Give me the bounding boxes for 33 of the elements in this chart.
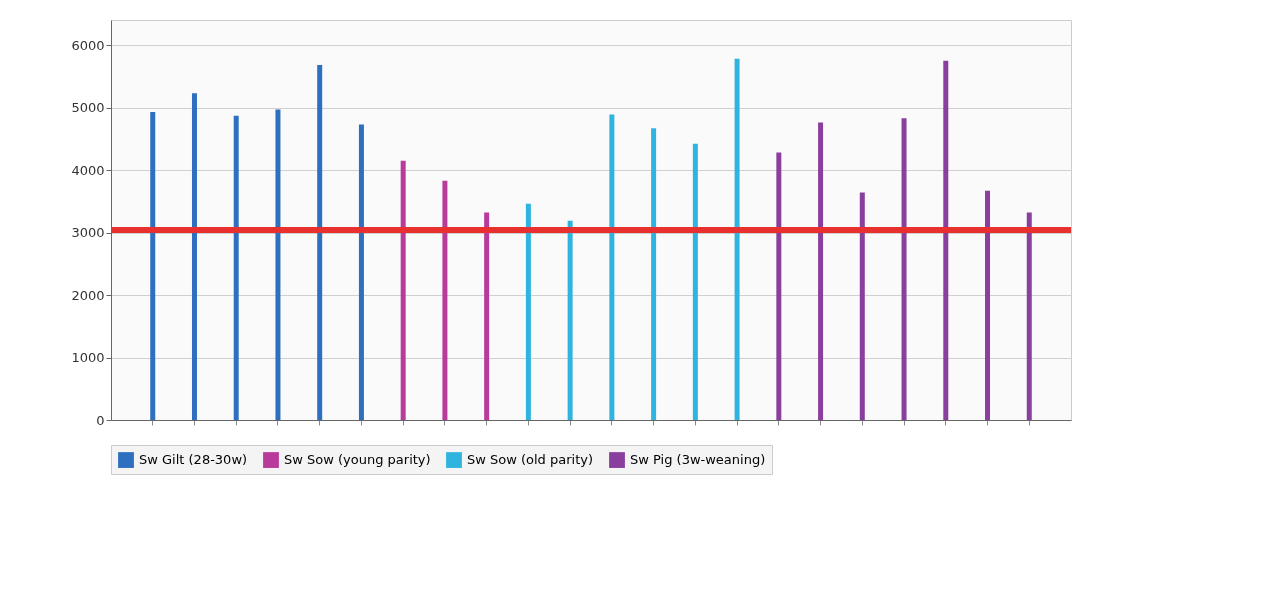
bar: [943, 60, 949, 420]
legend-label: Sw Sow (old parity): [467, 452, 594, 468]
bar: [901, 118, 907, 420]
bar: [400, 160, 406, 420]
bar: [233, 115, 239, 420]
y-tick-label: 1000: [71, 350, 105, 365]
bar: [358, 124, 364, 420]
y-tick-label: 0: [96, 412, 105, 428]
y-tick-label: 5000: [71, 100, 105, 115]
bar: [859, 192, 865, 420]
bar: [275, 109, 281, 420]
bar: [609, 114, 615, 420]
bar: [1026, 212, 1032, 420]
y-tick-label: 4000: [71, 162, 105, 178]
bar: [651, 128, 657, 420]
bar: [985, 190, 991, 420]
bar: [734, 58, 740, 420]
y-tick-label: 6000: [71, 37, 105, 53]
bar: [191, 93, 197, 420]
legend-label: Sw Gilt (28-30w): [139, 452, 248, 468]
bar: [484, 212, 490, 420]
legend-label: Sw Sow (young parity): [284, 452, 431, 468]
bar: [525, 203, 531, 420]
bar: [442, 180, 448, 420]
bar: [776, 152, 782, 420]
y-tick-label: 3000: [71, 225, 105, 240]
legend-label: Sw Pig (3w-weaning): [630, 452, 766, 468]
bar: [692, 143, 698, 420]
y-tick-label: 2000: [71, 287, 105, 303]
bar: [317, 65, 323, 420]
bar: [818, 122, 824, 420]
bar: [567, 220, 573, 420]
bar: [150, 111, 156, 420]
